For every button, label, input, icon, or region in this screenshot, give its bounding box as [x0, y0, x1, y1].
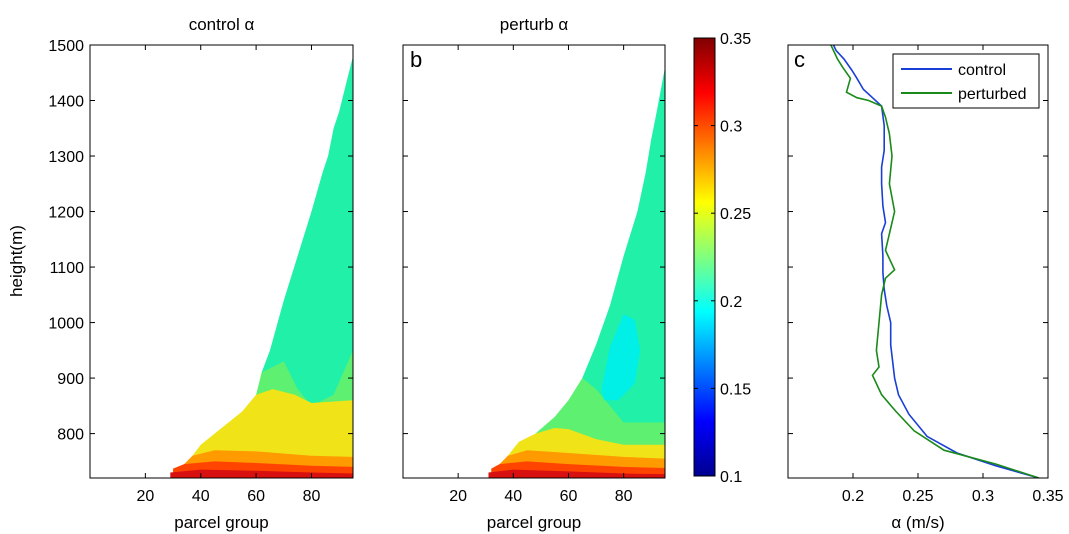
panel-b-x-axis-label: parcel group: [487, 513, 582, 532]
panel-a-y-tick-label: 1000: [48, 316, 84, 333]
panel-a-x-tick-label: 40: [192, 488, 210, 505]
panel-b-letter: b: [410, 47, 422, 72]
panel-c-letter: c: [794, 47, 805, 72]
y-axis-label: height(m): [7, 225, 26, 297]
panel-a-x-tick-label: 60: [247, 488, 265, 505]
panel-b-title: perturb α: [500, 15, 569, 34]
panel-c-x-tick-label: 0.2: [842, 488, 864, 505]
panel-a-x-tick-label: 20: [136, 488, 154, 505]
panel-c-x-tick-label: 0.35: [1032, 488, 1063, 505]
legend: control perturbed: [892, 53, 1040, 109]
panel-a-y-tick-label: 900: [57, 371, 84, 388]
panel-c-x-tick-label: 0.3: [972, 488, 994, 505]
colorbar-tick-label: 0.2: [720, 294, 742, 311]
panel-b-contour-blob: [601, 314, 641, 401]
panel-a-y-tick-label: 1200: [48, 205, 84, 222]
panel-a-y-tick-label: 1300: [48, 149, 84, 166]
panel-a-y-tick-label: 1400: [48, 94, 84, 111]
panel-b-contour-band: [582, 67, 665, 478]
panel-b-x-tick-label: 20: [449, 488, 467, 505]
colorbar-tick-label: 0.25: [720, 206, 751, 223]
colorbar: 0.1 0.15 0.2 0.25 0.3 0.35: [693, 31, 751, 486]
colorbar-tick-label: 0.1: [720, 469, 742, 486]
panel-a-title: control α: [189, 15, 255, 34]
legend-control-label: control: [958, 62, 1006, 79]
panel-b-x-tick-label: 40: [504, 488, 522, 505]
panel-c-x-tick-label: 0.25: [902, 488, 933, 505]
legend-box: [892, 53, 1040, 109]
panel-a-control-alpha: 20 40 60 80 800 900 1000 1100 1200 1300 1400 1500 c…: [7, 15, 354, 532]
panel-b-perturb-alpha: 20 40 60 80 perturb α parcel group b: [402, 15, 666, 532]
colorbar-tick-label: 0.3: [720, 119, 742, 136]
panel-a-contour-band: [170, 469, 353, 478]
panel-a-y-tick-label: 1100: [50, 260, 85, 277]
panel-c-x-axis-label: α (m/s): [891, 513, 944, 532]
panel-b-x-tick-label: 60: [560, 488, 578, 505]
panel-c-alpha-profile: 0.2 0.25 0.3 0.35 α (m/s) c control perturb…: [787, 44, 1064, 532]
panel-a-y-tick-label: 800: [57, 427, 84, 444]
panel-c-series-control: [832, 45, 1040, 478]
panel-b-contour-band: [488, 469, 665, 478]
colorbar-tick-label: 0.15: [720, 381, 751, 398]
panel-a-y-tick-label: 1500: [48, 38, 84, 55]
legend-perturbed-label: perturbed: [958, 86, 1027, 103]
panel-a-x-tick-label: 80: [303, 488, 321, 505]
colorbar-tick-label: 0.35: [720, 31, 751, 48]
panel-b-x-tick-label: 80: [615, 488, 633, 505]
panel-a-x-axis-label: parcel group: [174, 513, 269, 532]
panel-c-series-perturbed: [830, 45, 1040, 478]
colorbar-gradient: [693, 37, 716, 477]
